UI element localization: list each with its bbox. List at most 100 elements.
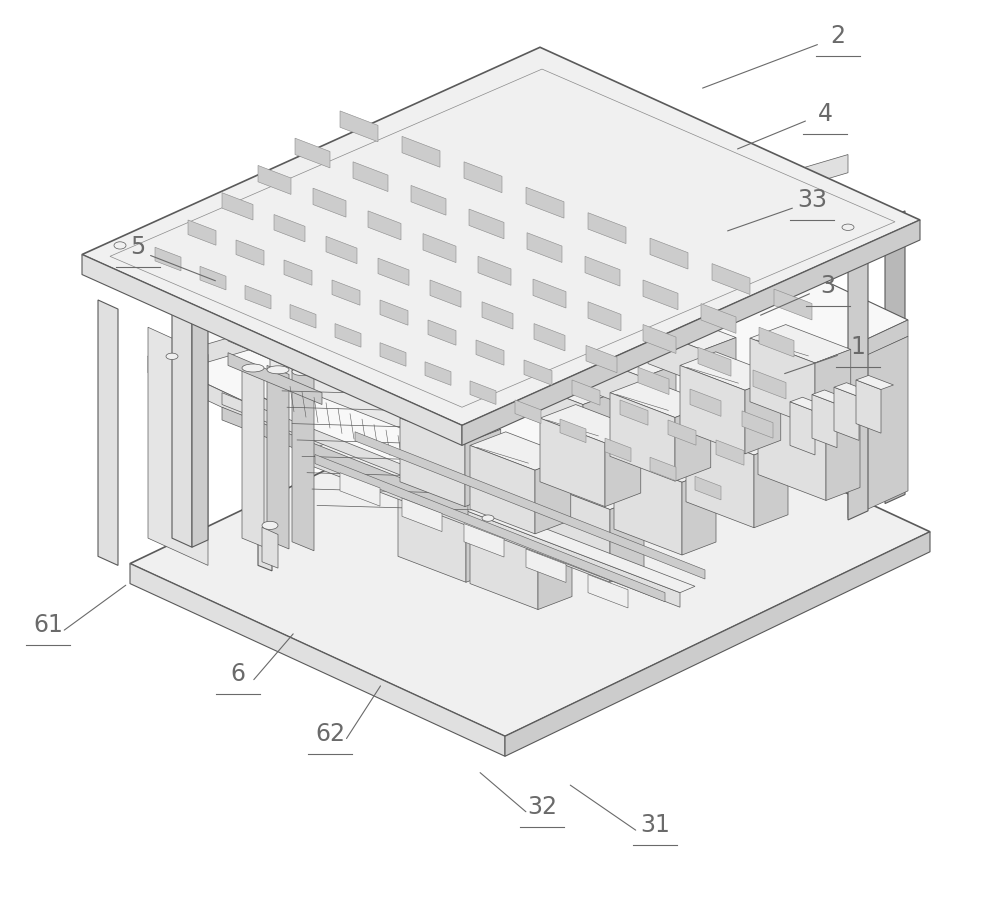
- Polygon shape: [815, 349, 851, 426]
- Polygon shape: [155, 247, 181, 271]
- Polygon shape: [560, 419, 586, 443]
- Polygon shape: [680, 352, 781, 390]
- Polygon shape: [468, 356, 523, 412]
- Text: 33: 33: [797, 188, 827, 212]
- Polygon shape: [402, 498, 442, 532]
- Polygon shape: [482, 302, 513, 329]
- Polygon shape: [620, 400, 648, 425]
- Polygon shape: [411, 185, 446, 215]
- Polygon shape: [188, 220, 216, 245]
- Polygon shape: [523, 365, 556, 412]
- Polygon shape: [527, 233, 562, 263]
- Polygon shape: [690, 389, 721, 416]
- Text: 2: 2: [830, 25, 846, 48]
- Polygon shape: [400, 405, 501, 443]
- Polygon shape: [148, 327, 208, 565]
- Polygon shape: [380, 300, 408, 325]
- Polygon shape: [270, 355, 445, 445]
- Polygon shape: [526, 187, 564, 218]
- Polygon shape: [754, 442, 788, 528]
- Polygon shape: [425, 362, 451, 385]
- Ellipse shape: [166, 353, 178, 360]
- Text: 4: 4: [818, 102, 832, 125]
- Polygon shape: [758, 389, 860, 428]
- Polygon shape: [258, 395, 272, 571]
- Polygon shape: [834, 383, 872, 396]
- Polygon shape: [290, 305, 316, 328]
- Ellipse shape: [482, 514, 494, 522]
- Polygon shape: [848, 336, 908, 518]
- Polygon shape: [605, 429, 641, 506]
- Polygon shape: [192, 265, 208, 547]
- Polygon shape: [812, 390, 850, 404]
- Polygon shape: [465, 429, 501, 506]
- Polygon shape: [326, 236, 357, 264]
- Text: 5: 5: [130, 235, 146, 259]
- Text: 31: 31: [640, 814, 670, 837]
- Polygon shape: [848, 227, 868, 520]
- Polygon shape: [643, 280, 678, 310]
- Polygon shape: [542, 471, 644, 510]
- Polygon shape: [228, 325, 322, 382]
- Polygon shape: [695, 476, 721, 500]
- Polygon shape: [488, 320, 908, 532]
- Polygon shape: [583, 392, 616, 439]
- Polygon shape: [701, 304, 736, 334]
- Polygon shape: [680, 365, 745, 454]
- Polygon shape: [745, 376, 781, 454]
- Polygon shape: [675, 404, 711, 481]
- Text: 3: 3: [820, 275, 836, 298]
- Polygon shape: [540, 418, 605, 506]
- Polygon shape: [885, 211, 905, 504]
- Polygon shape: [588, 356, 643, 412]
- Text: 61: 61: [33, 614, 63, 637]
- Polygon shape: [505, 532, 930, 756]
- Polygon shape: [398, 471, 500, 510]
- Polygon shape: [650, 238, 688, 269]
- Polygon shape: [310, 451, 680, 607]
- Polygon shape: [610, 393, 675, 481]
- Polygon shape: [400, 418, 465, 506]
- Polygon shape: [476, 340, 504, 365]
- Text: 32: 32: [527, 795, 557, 819]
- Polygon shape: [340, 473, 380, 506]
- Polygon shape: [378, 258, 409, 285]
- Polygon shape: [313, 188, 346, 217]
- Polygon shape: [242, 364, 264, 547]
- Polygon shape: [82, 47, 920, 425]
- Polygon shape: [643, 365, 676, 412]
- Polygon shape: [686, 429, 754, 528]
- Polygon shape: [753, 370, 786, 399]
- Polygon shape: [315, 454, 665, 602]
- Polygon shape: [353, 162, 388, 192]
- Polygon shape: [856, 375, 894, 389]
- Polygon shape: [774, 289, 812, 320]
- Polygon shape: [148, 356, 488, 532]
- Polygon shape: [332, 280, 360, 305]
- Polygon shape: [466, 496, 500, 583]
- Polygon shape: [682, 469, 716, 555]
- Polygon shape: [742, 411, 773, 438]
- Polygon shape: [478, 256, 511, 285]
- Polygon shape: [148, 160, 908, 516]
- Polygon shape: [790, 402, 815, 454]
- Polygon shape: [712, 264, 750, 295]
- Polygon shape: [524, 360, 552, 385]
- Text: 62: 62: [315, 723, 345, 746]
- Polygon shape: [428, 320, 456, 345]
- Polygon shape: [856, 380, 881, 433]
- Polygon shape: [648, 316, 736, 350]
- Polygon shape: [292, 367, 314, 551]
- Polygon shape: [648, 329, 703, 385]
- Polygon shape: [643, 325, 676, 354]
- Polygon shape: [200, 266, 226, 290]
- Polygon shape: [267, 365, 289, 549]
- Polygon shape: [826, 415, 860, 501]
- Polygon shape: [228, 353, 322, 405]
- Ellipse shape: [267, 365, 289, 374]
- Polygon shape: [274, 215, 305, 242]
- Polygon shape: [402, 136, 440, 167]
- Polygon shape: [130, 359, 930, 736]
- Ellipse shape: [189, 513, 201, 520]
- Polygon shape: [534, 324, 565, 351]
